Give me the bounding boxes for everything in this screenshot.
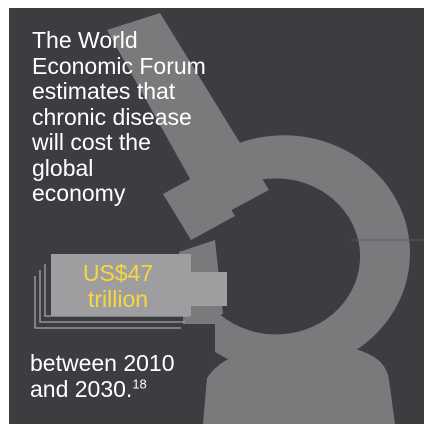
cost-amount: US$47 trillion [52,254,184,318]
footnote-reference: 18 [132,376,147,392]
infographic-panel: The World Economic Forum estimates that … [9,8,424,424]
intro-text: The World Economic Forum estimates that … [32,27,206,206]
banknote-stack-icon [34,254,227,329]
amount-unit: trillion [87,286,149,312]
closing-text: between 2010 and 2030.18 [30,350,250,402]
closing-period: between 2010 and 2030. [30,350,175,402]
amount-value: US$47 [82,260,154,286]
